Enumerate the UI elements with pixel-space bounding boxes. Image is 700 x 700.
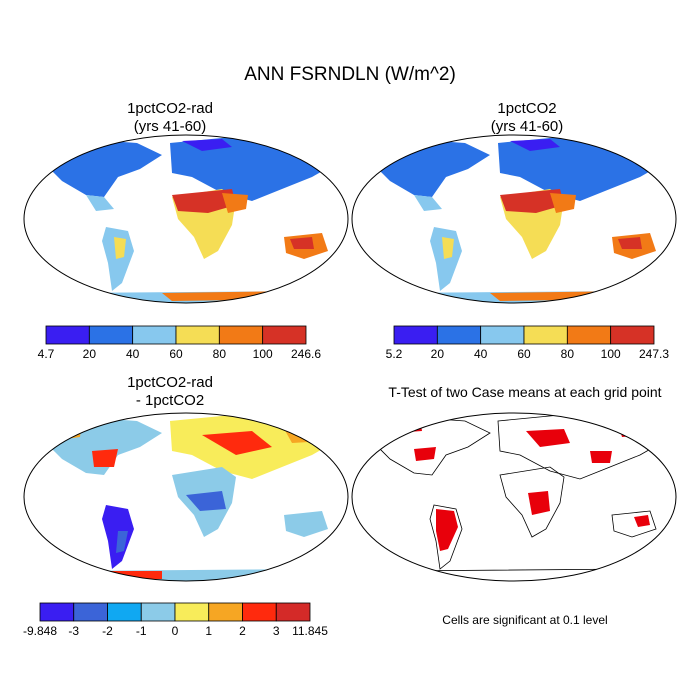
map-top-right: [351, 134, 677, 304]
colorbar-swatch: [107, 602, 142, 622]
colorbar-tick-label: 60: [517, 347, 531, 361]
colorbar-tick-label: 100: [601, 347, 621, 361]
colorbar-swatch: [610, 325, 655, 345]
map-bottom-left: [23, 412, 349, 582]
colorbar-tick-label: 1: [205, 624, 212, 638]
colorbar-tick-label: 4.7: [38, 347, 55, 361]
colorbar-swatch: [39, 602, 75, 622]
colorbar-swatch: [208, 602, 243, 622]
colorbar-tick-label: 2: [239, 624, 246, 638]
colorbar-tick-label: 3: [273, 624, 280, 638]
colorbar-tick-label: 60: [169, 347, 183, 361]
colorbar-tick-label: 20: [83, 347, 97, 361]
colorbar-swatch: [45, 325, 90, 345]
colorbar-top-left: 4.7 20 40 60 80 100 246.6: [38, 325, 321, 361]
colorbar-tick-label: 247.3: [639, 347, 669, 361]
colorbar-top-right: 5.2 20 40 60 80 100 247.3: [386, 325, 669, 361]
colorbar-tick-label: 40: [474, 347, 488, 361]
colorbar-swatch: [132, 325, 177, 345]
colorbar-swatch: [175, 325, 220, 345]
map-top-left: [23, 134, 349, 304]
colorbar-tick-label: -2: [102, 624, 113, 638]
colorbar-swatch: [523, 325, 568, 345]
colorbar-swatch: [73, 602, 108, 622]
colorbar-swatch: [88, 325, 134, 345]
colorbar-swatch: [174, 602, 210, 622]
colorbar-swatch: [218, 325, 264, 345]
panel-title-top-right: 1pctCO2 (yrs 41-60): [490, 100, 564, 135]
colorbar-tick-label: 40: [126, 347, 140, 361]
colorbar-swatch: [140, 602, 176, 622]
colorbar-swatch: [275, 602, 311, 622]
significance-note: Cells are significant at 0.1 level: [442, 613, 608, 627]
colorbar-swatch: [480, 325, 525, 345]
colorbar-swatch: [393, 325, 438, 345]
colorbar-tick-label: 11.845: [292, 624, 328, 638]
colorbar-tick-label: -1: [136, 624, 147, 638]
panel-title-top-left: 1pctCO2-rad (yrs 41-60): [127, 100, 213, 135]
colorbar-tick-label: 80: [561, 347, 575, 361]
colorbar-tick-label: -9.848: [23, 624, 57, 638]
panel-title-bottom-right: T-Test of two Case means at each grid po…: [388, 384, 662, 400]
panel-title-bottom-left: 1pctCO2-rad - 1pctCO2: [127, 374, 213, 409]
map-bottom-right: [351, 412, 677, 582]
colorbar-tick-label: 0: [172, 624, 179, 638]
colorbar-swatch: [242, 602, 277, 622]
colorbar-bottom-left: -9.848 -3 -2 -1 0 1 2 3 11.845: [23, 602, 328, 638]
figure-title: ANN FSRNDLN (W/m^2): [244, 64, 456, 85]
colorbar-swatch: [566, 325, 612, 345]
colorbar-swatch: [262, 325, 307, 345]
colorbar-tick-label: 5.2: [386, 347, 403, 361]
colorbar-tick-label: 20: [431, 347, 445, 361]
colorbar-swatch: [436, 325, 482, 345]
colorbar-tick-label: 246.6: [291, 347, 321, 361]
colorbar-tick-label: 100: [253, 347, 273, 361]
colorbar-tick-label: 80: [213, 347, 227, 361]
colorbar-tick-label: -3: [68, 624, 79, 638]
